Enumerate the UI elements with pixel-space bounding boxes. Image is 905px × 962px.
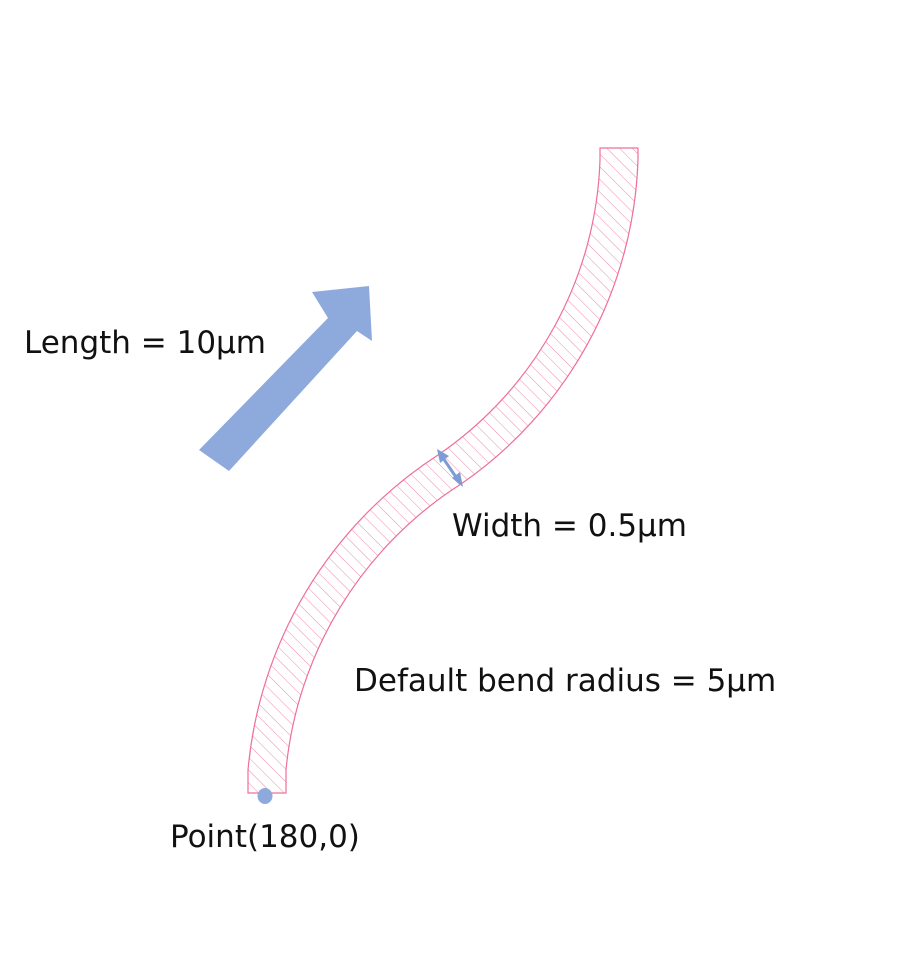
width-label: Width = 0.5μm bbox=[452, 508, 687, 544]
point-label: Point(180,0) bbox=[170, 819, 360, 855]
length-arrow bbox=[199, 286, 372, 471]
bend-radius-label: Default bend radius = 5μm bbox=[354, 663, 776, 699]
length-label: Length = 10μm bbox=[24, 325, 266, 361]
s-bend-waveguide bbox=[247, 147, 639, 794]
width-double-arrow bbox=[437, 449, 463, 487]
start-point-marker bbox=[257, 788, 273, 804]
